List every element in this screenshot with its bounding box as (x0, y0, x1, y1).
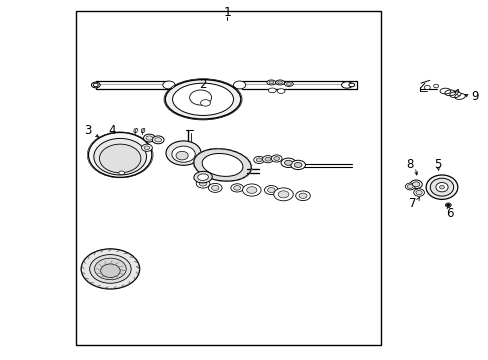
Ellipse shape (189, 90, 211, 105)
Text: φ φ: φ φ (133, 126, 145, 135)
Ellipse shape (172, 83, 233, 116)
Ellipse shape (202, 153, 243, 176)
Ellipse shape (286, 82, 291, 85)
Ellipse shape (284, 160, 292, 165)
Ellipse shape (273, 157, 279, 161)
Ellipse shape (101, 264, 120, 278)
Ellipse shape (94, 138, 146, 175)
Ellipse shape (91, 82, 100, 88)
Bar (76, 12, 380, 345)
Ellipse shape (142, 144, 152, 151)
Ellipse shape (435, 183, 447, 192)
Ellipse shape (277, 89, 285, 93)
Ellipse shape (94, 258, 126, 280)
Ellipse shape (412, 182, 419, 187)
Text: 9: 9 (470, 90, 477, 103)
Ellipse shape (456, 93, 460, 95)
Ellipse shape (415, 190, 421, 195)
Ellipse shape (256, 158, 262, 162)
Ellipse shape (266, 80, 275, 85)
Ellipse shape (163, 81, 175, 89)
Ellipse shape (290, 160, 305, 170)
Ellipse shape (193, 171, 212, 183)
Ellipse shape (242, 184, 261, 196)
Ellipse shape (88, 132, 152, 177)
Ellipse shape (277, 81, 282, 84)
Ellipse shape (143, 134, 155, 142)
Ellipse shape (146, 136, 153, 140)
Ellipse shape (152, 136, 163, 144)
Ellipse shape (439, 185, 444, 189)
Ellipse shape (155, 138, 161, 142)
Ellipse shape (81, 249, 140, 289)
Ellipse shape (93, 83, 98, 87)
Ellipse shape (193, 149, 251, 181)
Ellipse shape (445, 203, 450, 207)
Ellipse shape (268, 88, 276, 93)
Ellipse shape (99, 144, 141, 173)
Ellipse shape (298, 193, 306, 198)
Ellipse shape (294, 162, 302, 167)
Ellipse shape (165, 80, 241, 119)
Ellipse shape (268, 81, 273, 84)
Ellipse shape (433, 84, 438, 88)
Text: 3: 3 (83, 124, 91, 137)
Text: 1: 1 (223, 6, 231, 19)
Ellipse shape (208, 183, 222, 192)
Text: 8: 8 (406, 158, 413, 171)
Ellipse shape (165, 141, 201, 165)
Ellipse shape (199, 181, 206, 186)
Ellipse shape (424, 85, 429, 90)
Ellipse shape (341, 82, 351, 88)
Ellipse shape (171, 146, 195, 162)
Ellipse shape (425, 175, 457, 199)
Ellipse shape (281, 158, 295, 167)
Ellipse shape (405, 183, 414, 190)
Ellipse shape (197, 174, 208, 180)
Text: 4: 4 (108, 124, 115, 137)
Ellipse shape (200, 100, 210, 106)
Ellipse shape (119, 171, 124, 175)
Ellipse shape (267, 188, 275, 193)
Ellipse shape (89, 255, 131, 283)
Ellipse shape (211, 185, 219, 190)
Ellipse shape (273, 188, 293, 201)
Ellipse shape (278, 191, 288, 198)
Ellipse shape (284, 81, 293, 86)
Ellipse shape (230, 184, 243, 192)
Text: 2: 2 (199, 78, 206, 91)
Ellipse shape (264, 185, 278, 194)
Ellipse shape (413, 189, 424, 196)
Ellipse shape (409, 180, 421, 189)
Ellipse shape (275, 80, 284, 85)
Ellipse shape (253, 156, 264, 163)
Ellipse shape (196, 179, 209, 188)
Ellipse shape (429, 178, 453, 196)
Ellipse shape (295, 191, 310, 201)
Ellipse shape (407, 184, 412, 188)
Text: 7: 7 (408, 197, 416, 210)
Ellipse shape (264, 157, 270, 161)
Ellipse shape (348, 83, 354, 87)
Ellipse shape (233, 186, 240, 190)
Ellipse shape (271, 155, 282, 162)
Ellipse shape (144, 146, 150, 149)
Ellipse shape (246, 187, 256, 193)
Text: 5: 5 (433, 158, 441, 171)
Ellipse shape (176, 151, 188, 160)
Ellipse shape (262, 156, 273, 163)
Ellipse shape (446, 204, 449, 206)
Text: 6: 6 (446, 207, 453, 220)
Ellipse shape (233, 81, 245, 89)
